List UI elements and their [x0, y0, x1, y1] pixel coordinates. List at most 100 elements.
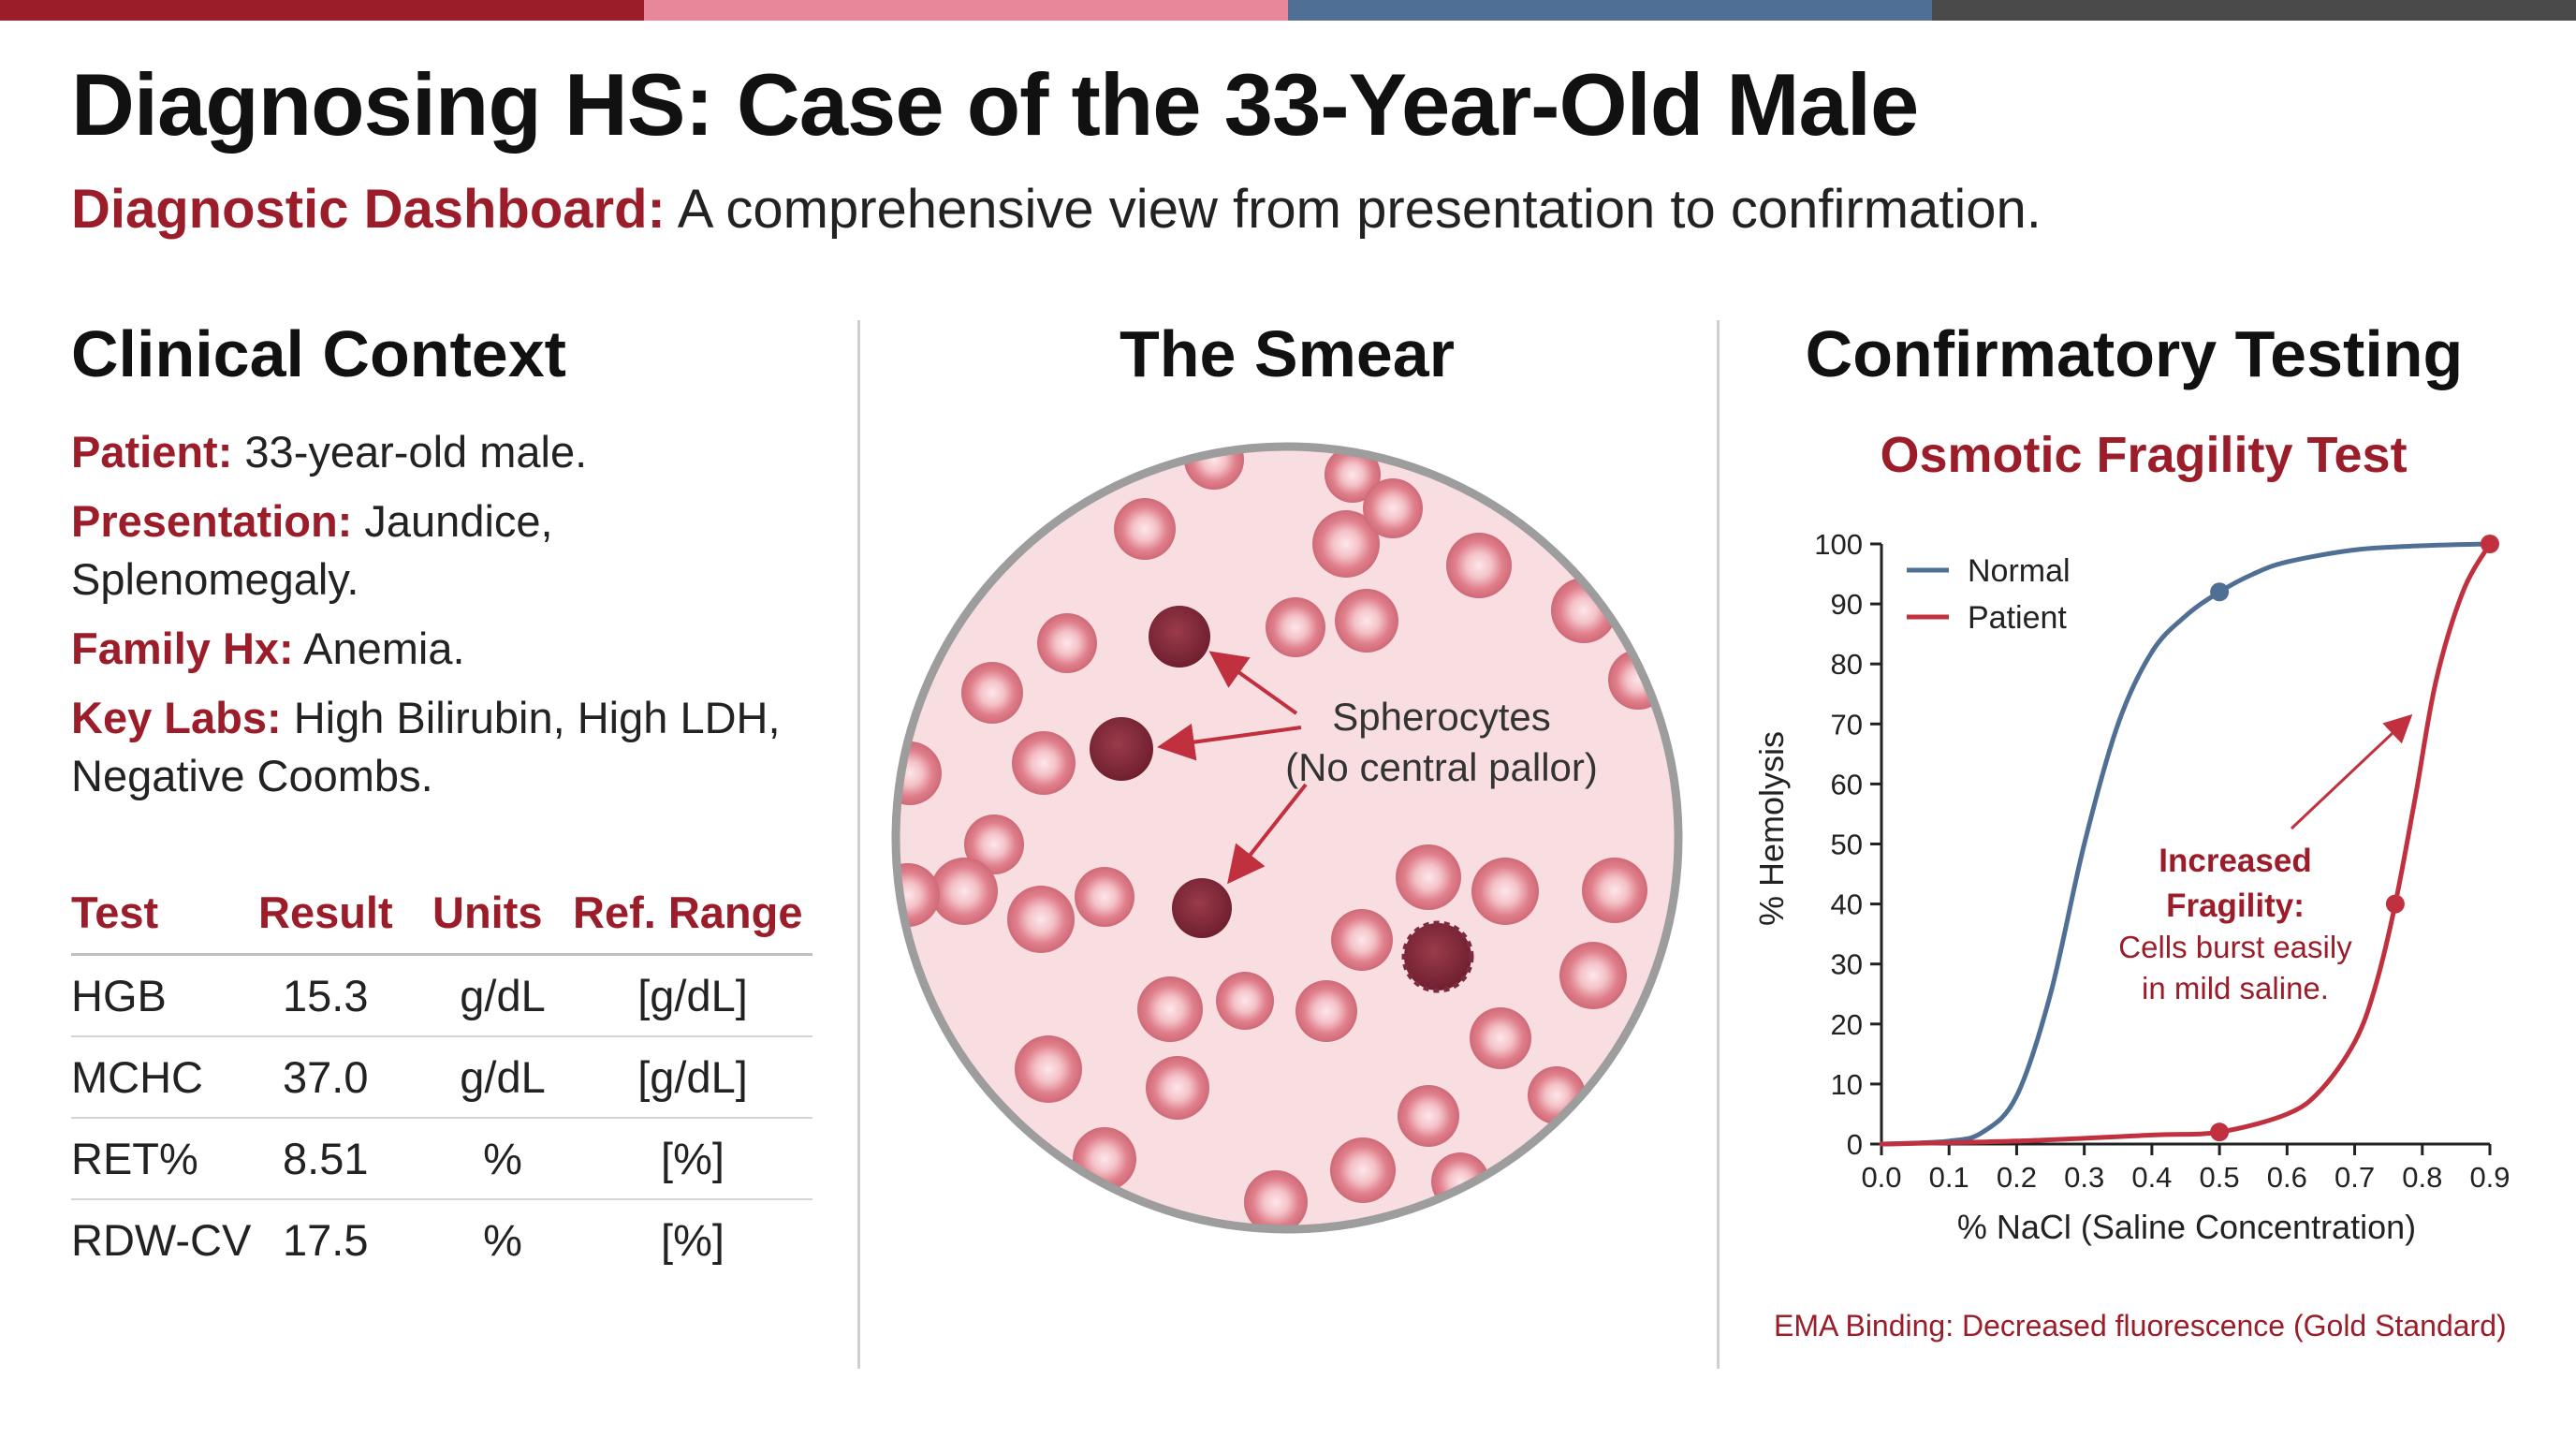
y-tick-label: 40 [1831, 888, 1863, 921]
cell-test: MCHC [71, 1036, 258, 1119]
red-blood-cell [1312, 510, 1380, 578]
series-line-normal [1879, 541, 2493, 1147]
cell-result: 8.51 [258, 1118, 432, 1200]
column-header-units: Units [432, 871, 573, 956]
red-blood-cell [1330, 1137, 1396, 1203]
column-header-result: Result [258, 871, 432, 956]
red-blood-cell [896, 741, 942, 805]
data-point-patient [2481, 535, 2499, 553]
family-history-label: Family Hx: [71, 624, 294, 673]
red-blood-cell [1446, 533, 1512, 598]
red-blood-cells [896, 447, 1668, 1229]
pointer-arrow [1208, 651, 1298, 715]
clinical-context-heading: Clinical Context [71, 317, 566, 390]
family-history-line: Family Hx: Anemia. [71, 620, 820, 678]
red-blood-cell [1007, 886, 1075, 953]
column-divider-left [857, 320, 860, 1369]
page-title: Diagnosing HS: Case of the 33-Year-Old M… [71, 55, 1919, 154]
patient-line: Patient: 33-year-old male. [71, 423, 820, 481]
x-axis-label: % NaCl (Saline Concentration) [1957, 1208, 2416, 1246]
x-tick-label: 0.1 [1929, 1161, 1969, 1194]
red-blood-cell [1216, 972, 1274, 1030]
red-blood-cell [1114, 498, 1176, 560]
smear-border [891, 442, 1683, 1234]
x-tick-label: 0.3 [2064, 1161, 2104, 1194]
lab-results-table: Test Result Units Ref. Range HGB 15.3 g/… [71, 871, 812, 1280]
x-tick-label: 0.0 [1861, 1161, 1901, 1194]
red-blood-cell [1266, 597, 1325, 657]
presentation-label: Presentation: [71, 496, 353, 546]
color-band [0, 0, 2576, 21]
annotation-heading-line1: Increased [2159, 843, 2311, 879]
x-tick-label: 0.9 [2469, 1161, 2510, 1194]
cell-ref-range: [%] [661, 1215, 724, 1265]
table-row: MCHC 37.0 g/dL [g/dL] [71, 1036, 812, 1119]
red-blood-cell [1075, 867, 1134, 927]
key-labs-line: Key Labs: High Bilirubin, High LDH, Nega… [71, 689, 820, 805]
data-point-patient [2210, 1123, 2230, 1142]
red-blood-cell [1471, 858, 1539, 925]
red-blood-cell [1015, 1035, 1082, 1103]
y-tick-label: 10 [1831, 1068, 1863, 1101]
cell-units: % [432, 1118, 573, 1200]
column-divider-right [1717, 320, 1720, 1369]
subtitle-text: A comprehensive view from presentation t… [677, 179, 2042, 240]
spherocyte [1090, 717, 1153, 781]
cell-result: 15.3 [258, 954, 432, 1037]
y-axis-label: % Hemolysis [1752, 731, 1791, 926]
subtitle-lead: Diagnostic Dashboard: [71, 179, 666, 240]
table-row: RET% 8.51 % [%] [71, 1118, 812, 1200]
key-labs-value: High Bilirubin, High LDH, Negative Coomb… [71, 693, 781, 800]
patient-label: Patient: [71, 427, 233, 477]
y-tick-label: 70 [1831, 708, 1863, 741]
red-blood-cell [1146, 1056, 1209, 1120]
annotation-body-line1: Cells burst easily [2118, 930, 2352, 964]
cell-units: % [483, 1215, 522, 1265]
spherocyte [1149, 606, 1210, 668]
red-blood-cell [1559, 942, 1627, 1009]
cell-ref-range: [%] [573, 1118, 812, 1200]
annotation-arrow [2290, 713, 2413, 830]
cell-test: RDW-CV [71, 1215, 252, 1265]
red-blood-cell [1244, 1170, 1308, 1229]
cell-result: 17.5 [283, 1215, 369, 1265]
red-blood-cell [896, 863, 940, 927]
red-blood-cell [930, 858, 998, 925]
spherocyte [1172, 878, 1232, 938]
spherocytes-label: Spherocytes [1332, 695, 1550, 739]
y-tick-label: 0 [1847, 1128, 1863, 1161]
red-blood-cell [1331, 909, 1393, 971]
cell-ref-range: [g/dL] [573, 1036, 812, 1119]
smear-heading: The Smear [1120, 317, 1455, 390]
cell-result: 37.0 [258, 1036, 432, 1119]
red-blood-cell [1184, 447, 1244, 490]
family-history-value: Anemia. [303, 624, 465, 673]
red-blood-cell [964, 814, 1024, 874]
confirmatory-testing-heading: Confirmatory Testing [1805, 317, 2464, 390]
y-tick-label: 90 [1831, 588, 1863, 621]
spherocyte-crenated [1401, 920, 1474, 993]
patient-value: 33-year-old male. [244, 427, 588, 477]
red-blood-cell [1137, 976, 1203, 1042]
presentation-value: Jaundice, Splenomegaly. [71, 496, 553, 604]
cell-test: HGB [71, 954, 258, 1037]
cell-test: RET% [71, 1118, 258, 1200]
y-tick-label: 20 [1831, 1008, 1863, 1041]
band-segment-pink [644, 0, 1288, 21]
no-central-pallor-label: (No central pallor) [1285, 745, 1598, 789]
y-tick-label: 100 [1814, 528, 1863, 561]
red-blood-cell [1037, 613, 1097, 673]
x-tick-label: 0.5 [2200, 1161, 2240, 1194]
chart-axes: 0 10 20 30 40 50 60 70 80 90 100 0.0 0.1 0.2 0.3 0.4 0.5… [1814, 528, 2510, 1194]
clinical-context-list: Patient: 33-year-old male. Presentation:… [71, 423, 820, 816]
table-header-row: Test Result Units Ref. Range [71, 871, 812, 956]
legend-label-normal: Normal [1968, 553, 2071, 589]
legend-label-patient: Patient [1968, 600, 2067, 636]
blood-smear-illustration: Spherocytes (No central pallor) [891, 442, 1683, 1234]
red-blood-cell [1363, 478, 1423, 538]
red-blood-cell [1012, 731, 1076, 795]
y-tick-label: 80 [1831, 648, 1863, 681]
red-blood-cell [1582, 858, 1647, 923]
y-tick-label: 50 [1831, 829, 1863, 861]
column-header-test: Test [71, 871, 258, 956]
